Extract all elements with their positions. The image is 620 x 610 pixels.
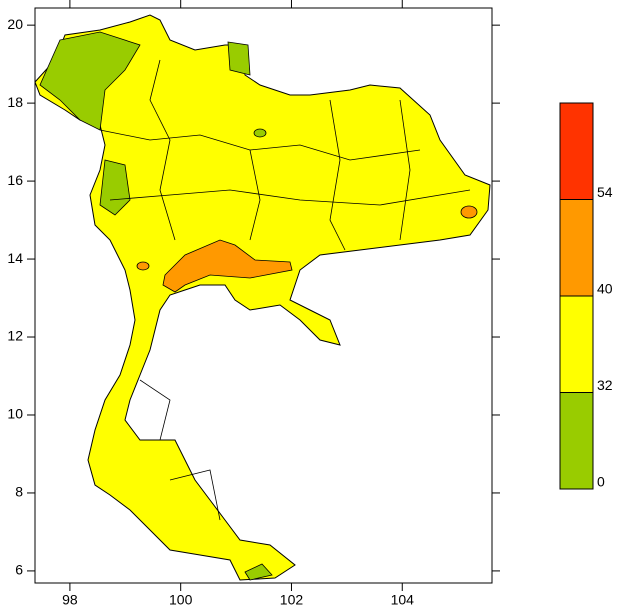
y-tick-label: 14 (7, 250, 23, 266)
y-tick-label: 10 (7, 406, 23, 422)
y-tick-label: 18 (7, 94, 23, 110)
axes: 98 100 102 104 6 8 10 12 14 16 18 20 (7, 0, 500, 608)
region-green (253, 128, 267, 138)
region-green (99, 159, 131, 216)
region-green (227, 41, 251, 76)
legend-label: 54 (597, 184, 613, 200)
region-green (39, 31, 141, 131)
y-tick-label: 20 (7, 16, 23, 32)
color-legend: 0 32 40 54 (559, 102, 613, 490)
plot-frame (34, 7, 493, 584)
y-tick-label: 16 (7, 172, 23, 188)
legend-band (559, 102, 594, 200)
x-tick-label: 98 (62, 592, 78, 608)
legend-label: 32 (597, 377, 613, 393)
x-tick-label: 104 (391, 592, 415, 608)
province-borders (99, 59, 471, 521)
legend-label: 0 (597, 474, 605, 490)
x-tick-label: 100 (169, 592, 193, 608)
region-orange (136, 261, 150, 271)
region-orange (162, 239, 293, 293)
x-tick-label: 102 (280, 592, 304, 608)
region-orange (460, 205, 478, 219)
region-green (244, 563, 273, 581)
legend-label: 40 (597, 281, 613, 297)
y-tick-label: 8 (15, 484, 23, 500)
legend-band (559, 295, 594, 393)
legend-band (559, 199, 594, 297)
legend-band (559, 392, 594, 490)
y-tick-label: 12 (7, 328, 23, 344)
map-layer (34, 14, 491, 581)
y-tick-label: 6 (15, 562, 23, 578)
